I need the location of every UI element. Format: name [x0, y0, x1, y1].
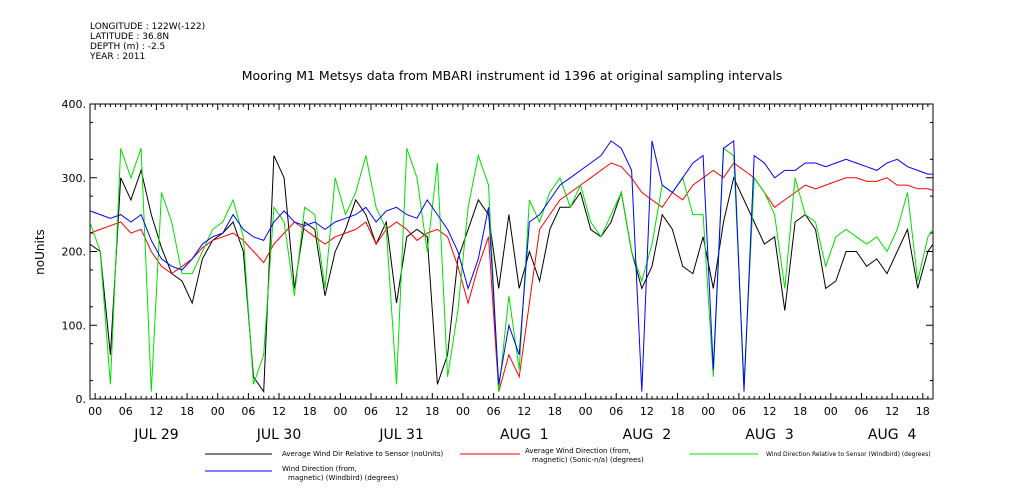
legend-item-red: Average Wind Direction (from, magnetic) … — [460, 447, 644, 464]
x-tick-label: 06 — [241, 405, 255, 418]
plot-frame — [89, 103, 934, 400]
legend-label: Wind Direction (from, — [282, 465, 357, 473]
longitude-text: LONGITUDE : 122W(-122) — [90, 22, 206, 32]
depth-text: DEPTH (m) : -2.5 — [90, 42, 166, 52]
legend-label: Average Wind Dir Relative to Sensor (noU… — [282, 450, 443, 458]
x-tick-label: 06 — [364, 405, 378, 418]
x-tick-label: 12 — [640, 405, 654, 418]
series-line-2 — [89, 162, 934, 392]
legend-label: magnetic) (Windbird) (degrees) — [288, 474, 399, 482]
x-tick-label: 12 — [763, 405, 777, 418]
y-axis-label: noUnits — [33, 229, 47, 275]
y-tick-label: 100. — [62, 319, 87, 332]
x-tick-label: 18 — [793, 405, 807, 418]
y-tick-label: 400. — [62, 98, 87, 111]
x-tick-label: 12 — [149, 405, 163, 418]
axis-layer: 0. 100. 200. 300. 400. 00 06 12 18 00 06 12 18 00 06 12… — [62, 98, 934, 443]
x-tick-label: 06 — [487, 405, 501, 418]
y-tick-label: 200. — [62, 246, 87, 259]
x-tick-label: 18 — [303, 405, 317, 418]
x-day-label: JUL 30 — [256, 427, 301, 443]
x-tick-label: 18 — [916, 405, 930, 418]
x-tick-label: 12 — [885, 405, 899, 418]
x-tick-label: 00 — [824, 405, 838, 418]
chart-title: Mooring M1 Metsys data from MBARI instru… — [242, 68, 783, 83]
x-tick-label: 12 — [395, 405, 409, 418]
legend-item-black: Average Wind Dir Relative to Sensor (noU… — [205, 450, 443, 458]
legend-item-green: Wind Direction Relative to Sensor (Windb… — [690, 451, 931, 458]
legend-label: magnetic) (Sonic-n/a) (degrees) — [532, 456, 644, 464]
x-tick-label: 00 — [456, 405, 470, 418]
series-line-1 — [89, 155, 934, 394]
latitude-text: LATITUDE : 36.8N — [90, 32, 170, 42]
x-tick-label: 06 — [732, 405, 746, 418]
y-tick-label: 0. — [76, 393, 87, 406]
x-tick-label: 00 — [211, 405, 225, 418]
x-tick-label: 18 — [548, 405, 562, 418]
x-day-label: AUG 2 — [623, 427, 671, 443]
x-day-label: AUG 1 — [500, 427, 548, 443]
x-tick-label: 00 — [333, 405, 347, 418]
legend-item-blue: Wind Direction (from, magnetic) (Windbir… — [205, 465, 399, 482]
y-tick-label: 300. — [62, 172, 87, 185]
x-tick-label: 06 — [609, 405, 623, 418]
x-tick-label: 00 — [701, 405, 715, 418]
x-day-label: AUG 3 — [745, 427, 793, 443]
x-tick-label: 18 — [180, 405, 194, 418]
series-line-4 — [89, 139, 933, 392]
metadata-block: LONGITUDE : 122W(-122) LATITUDE : 36.8N … — [90, 22, 205, 62]
x-tick-label: 00 — [88, 405, 102, 418]
x-day-label: JUL 31 — [378, 427, 423, 443]
series-layer — [89, 139, 934, 394]
legend: Average Wind Dir Relative to Sensor (noU… — [205, 447, 931, 482]
legend-label: Average Wind Direction (from, — [525, 447, 631, 455]
series-line-3 — [89, 147, 934, 392]
year-text: YEAR : 2011 — [90, 52, 146, 62]
x-tick-label: 12 — [272, 405, 286, 418]
x-tick-label: 18 — [425, 405, 439, 418]
x-day-label: AUG 4 — [868, 427, 917, 443]
x-day-label: JUL 29 — [133, 427, 178, 443]
x-tick-label: 12 — [517, 405, 531, 418]
legend-label: Wind Direction Relative to Sensor (Windb… — [766, 451, 931, 458]
x-tick-label: 18 — [671, 405, 685, 418]
x-tick-label: 06 — [119, 405, 133, 418]
x-tick-label: 06 — [854, 405, 868, 418]
x-tick-label: 00 — [579, 405, 593, 418]
